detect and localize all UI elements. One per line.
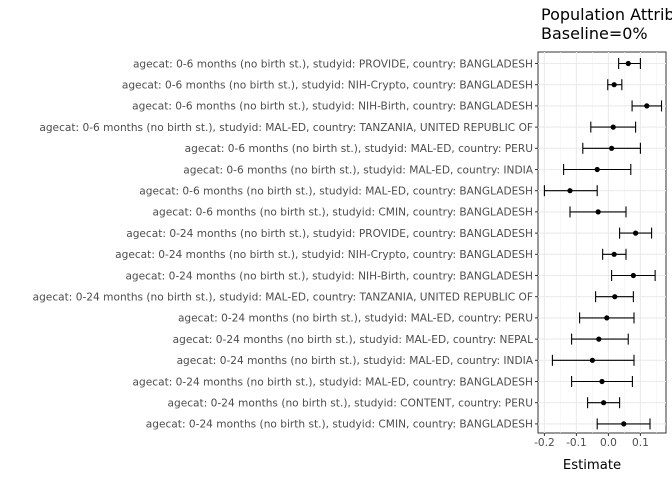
- estimate-row: [596, 418, 651, 430]
- estimate-row: [590, 121, 637, 133]
- x-tick-label: 0.0: [600, 437, 617, 449]
- estimate-rows: [543, 58, 663, 430]
- y-tick-label: agecat: 0-6 months (no birth st.), study…: [183, 164, 533, 176]
- y-tick-label: agecat: 0-24 months (no birth st.), stud…: [146, 419, 533, 431]
- y-tick-label: agecat: 0-24 months (no birth st.), stud…: [178, 313, 533, 325]
- estimate-row: [543, 185, 598, 197]
- estimate-row: [587, 397, 621, 409]
- y-tick-label: agecat: 0-24 months (no birth st.), stud…: [115, 249, 533, 261]
- x-tick-label: -0.1: [566, 437, 587, 449]
- chart-title-line-1: Population Attributable Risk: [541, 5, 672, 24]
- point-estimate: [611, 251, 617, 257]
- point-estimate: [609, 145, 615, 151]
- y-tick-label: agecat: 0-6 months (no birth st.), study…: [152, 207, 533, 219]
- x-axis-label: Estimate: [563, 458, 621, 473]
- point-estimate: [595, 209, 601, 215]
- estimate-row: [582, 142, 641, 154]
- y-tick-label: agecat: 0-24 months (no birth st.), stud…: [33, 292, 533, 304]
- chart-title: Population Attributable Risk Baseline=0%: [541, 5, 672, 43]
- y-tick-label: agecat: 0-6 months (no birth st.), study…: [132, 101, 533, 113]
- chart-title-line-2: Baseline=0%: [541, 24, 648, 43]
- estimate-row: [619, 227, 653, 239]
- point-estimate: [621, 421, 627, 427]
- estimate-row: [595, 291, 634, 303]
- plot-panel: [537, 51, 667, 434]
- estimate-row: [563, 164, 632, 175]
- point-estimate: [601, 400, 607, 406]
- y-tick-label: agecat: 0-24 months (no birth st.), stud…: [126, 228, 533, 240]
- estimate-row: [551, 354, 635, 366]
- point-estimate: [596, 336, 602, 342]
- point-estimate: [610, 124, 616, 130]
- estimate-row: [631, 100, 663, 112]
- y-tick-label: agecat: 0-24 months (no birth st.), stud…: [168, 398, 534, 410]
- y-tick-label: agecat: 0-6 months (no birth st.), study…: [133, 58, 533, 70]
- x-axis-ticks: -0.2 -0.1 0.0 0.1: [534, 433, 649, 449]
- estimate-row: [571, 333, 629, 345]
- y-tick-label: agecat: 0-24 months (no birth st.), stud…: [173, 334, 533, 346]
- point-estimate: [633, 230, 639, 236]
- y-tick-label: agecat: 0-24 months (no birth st.), stud…: [133, 376, 533, 388]
- y-tick-label: agecat: 0-6 months (no birth st.), study…: [39, 122, 533, 134]
- estimate-row: [571, 376, 633, 387]
- x-tick-label: -0.2: [534, 437, 555, 449]
- point-estimate: [611, 82, 617, 88]
- y-axis-labels: agecat: 0-6 months (no birth st.), study…: [33, 58, 538, 431]
- point-estimate: [644, 103, 650, 109]
- y-tick-label: agecat: 0-6 months (no birth st.), study…: [185, 143, 533, 155]
- point-estimate: [630, 272, 636, 279]
- y-tick-label: agecat: 0-24 months (no birth st.), stud…: [125, 270, 533, 282]
- y-tick-label: agecat: 0-24 months (no birth st.), stud…: [177, 355, 534, 367]
- point-estimate: [612, 294, 618, 300]
- point-estimate: [589, 357, 596, 363]
- estimate-row: [602, 248, 627, 260]
- y-tick-label: agecat: 0-6 months (no birth st.), study…: [139, 186, 533, 198]
- point-estimate: [604, 315, 610, 321]
- point-estimate: [599, 378, 605, 385]
- estimate-row: [579, 312, 635, 324]
- x-tick-label: 0.1: [632, 437, 649, 449]
- point-estimate: [594, 166, 600, 173]
- point-estimate: [567, 188, 573, 194]
- estimate-row: [607, 79, 623, 91]
- estimate-row: [569, 206, 627, 218]
- point-estimate: [625, 60, 631, 67]
- estimate-row: [618, 58, 641, 69]
- y-tick-label: agecat: 0-6 months (no birth st.), study…: [122, 80, 533, 92]
- estimate-row: [611, 270, 656, 281]
